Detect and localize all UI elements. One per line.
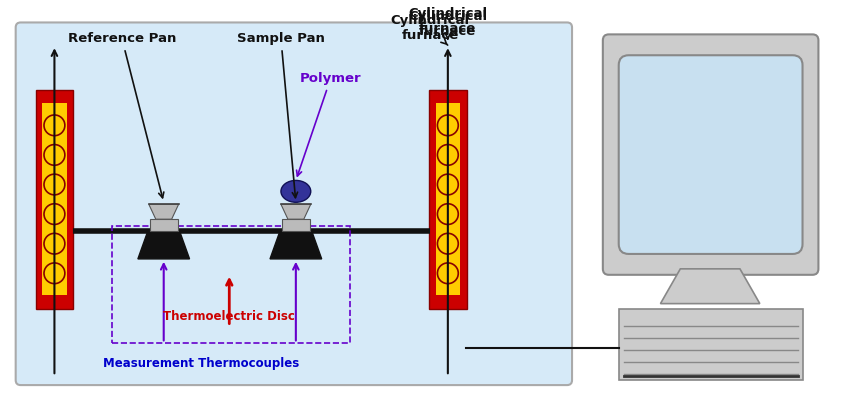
Text: Sample Pan: Sample Pan bbox=[237, 32, 325, 198]
Bar bbox=[436, 103, 460, 295]
Ellipse shape bbox=[281, 180, 311, 202]
Bar bbox=[43, 103, 66, 295]
Polygon shape bbox=[138, 231, 190, 259]
FancyBboxPatch shape bbox=[603, 34, 819, 275]
Polygon shape bbox=[270, 231, 322, 259]
Polygon shape bbox=[149, 204, 179, 219]
Bar bbox=[429, 90, 466, 308]
Bar bbox=[36, 90, 73, 308]
Bar bbox=[619, 308, 802, 380]
Polygon shape bbox=[281, 204, 311, 219]
FancyBboxPatch shape bbox=[619, 55, 802, 254]
Text: Thermoelectric Disc: Thermoelectric Disc bbox=[163, 310, 295, 323]
Bar bbox=[282, 219, 310, 231]
Text: Polymer: Polymer bbox=[296, 72, 362, 176]
Text: Cylindrical
furnace: Cylindrical furnace bbox=[408, 8, 488, 39]
Bar bbox=[150, 219, 178, 231]
Text: Reference Pan: Reference Pan bbox=[68, 32, 176, 198]
FancyBboxPatch shape bbox=[15, 22, 572, 385]
Text: Cylindrical
furnace: Cylindrical furnace bbox=[391, 14, 470, 45]
Text: Cylindrical
furnace: Cylindrical furnace bbox=[408, 10, 488, 38]
Polygon shape bbox=[660, 269, 760, 304]
Text: Measurement Thermocouples: Measurement Thermocouples bbox=[103, 357, 300, 370]
Bar bbox=[112, 226, 351, 343]
